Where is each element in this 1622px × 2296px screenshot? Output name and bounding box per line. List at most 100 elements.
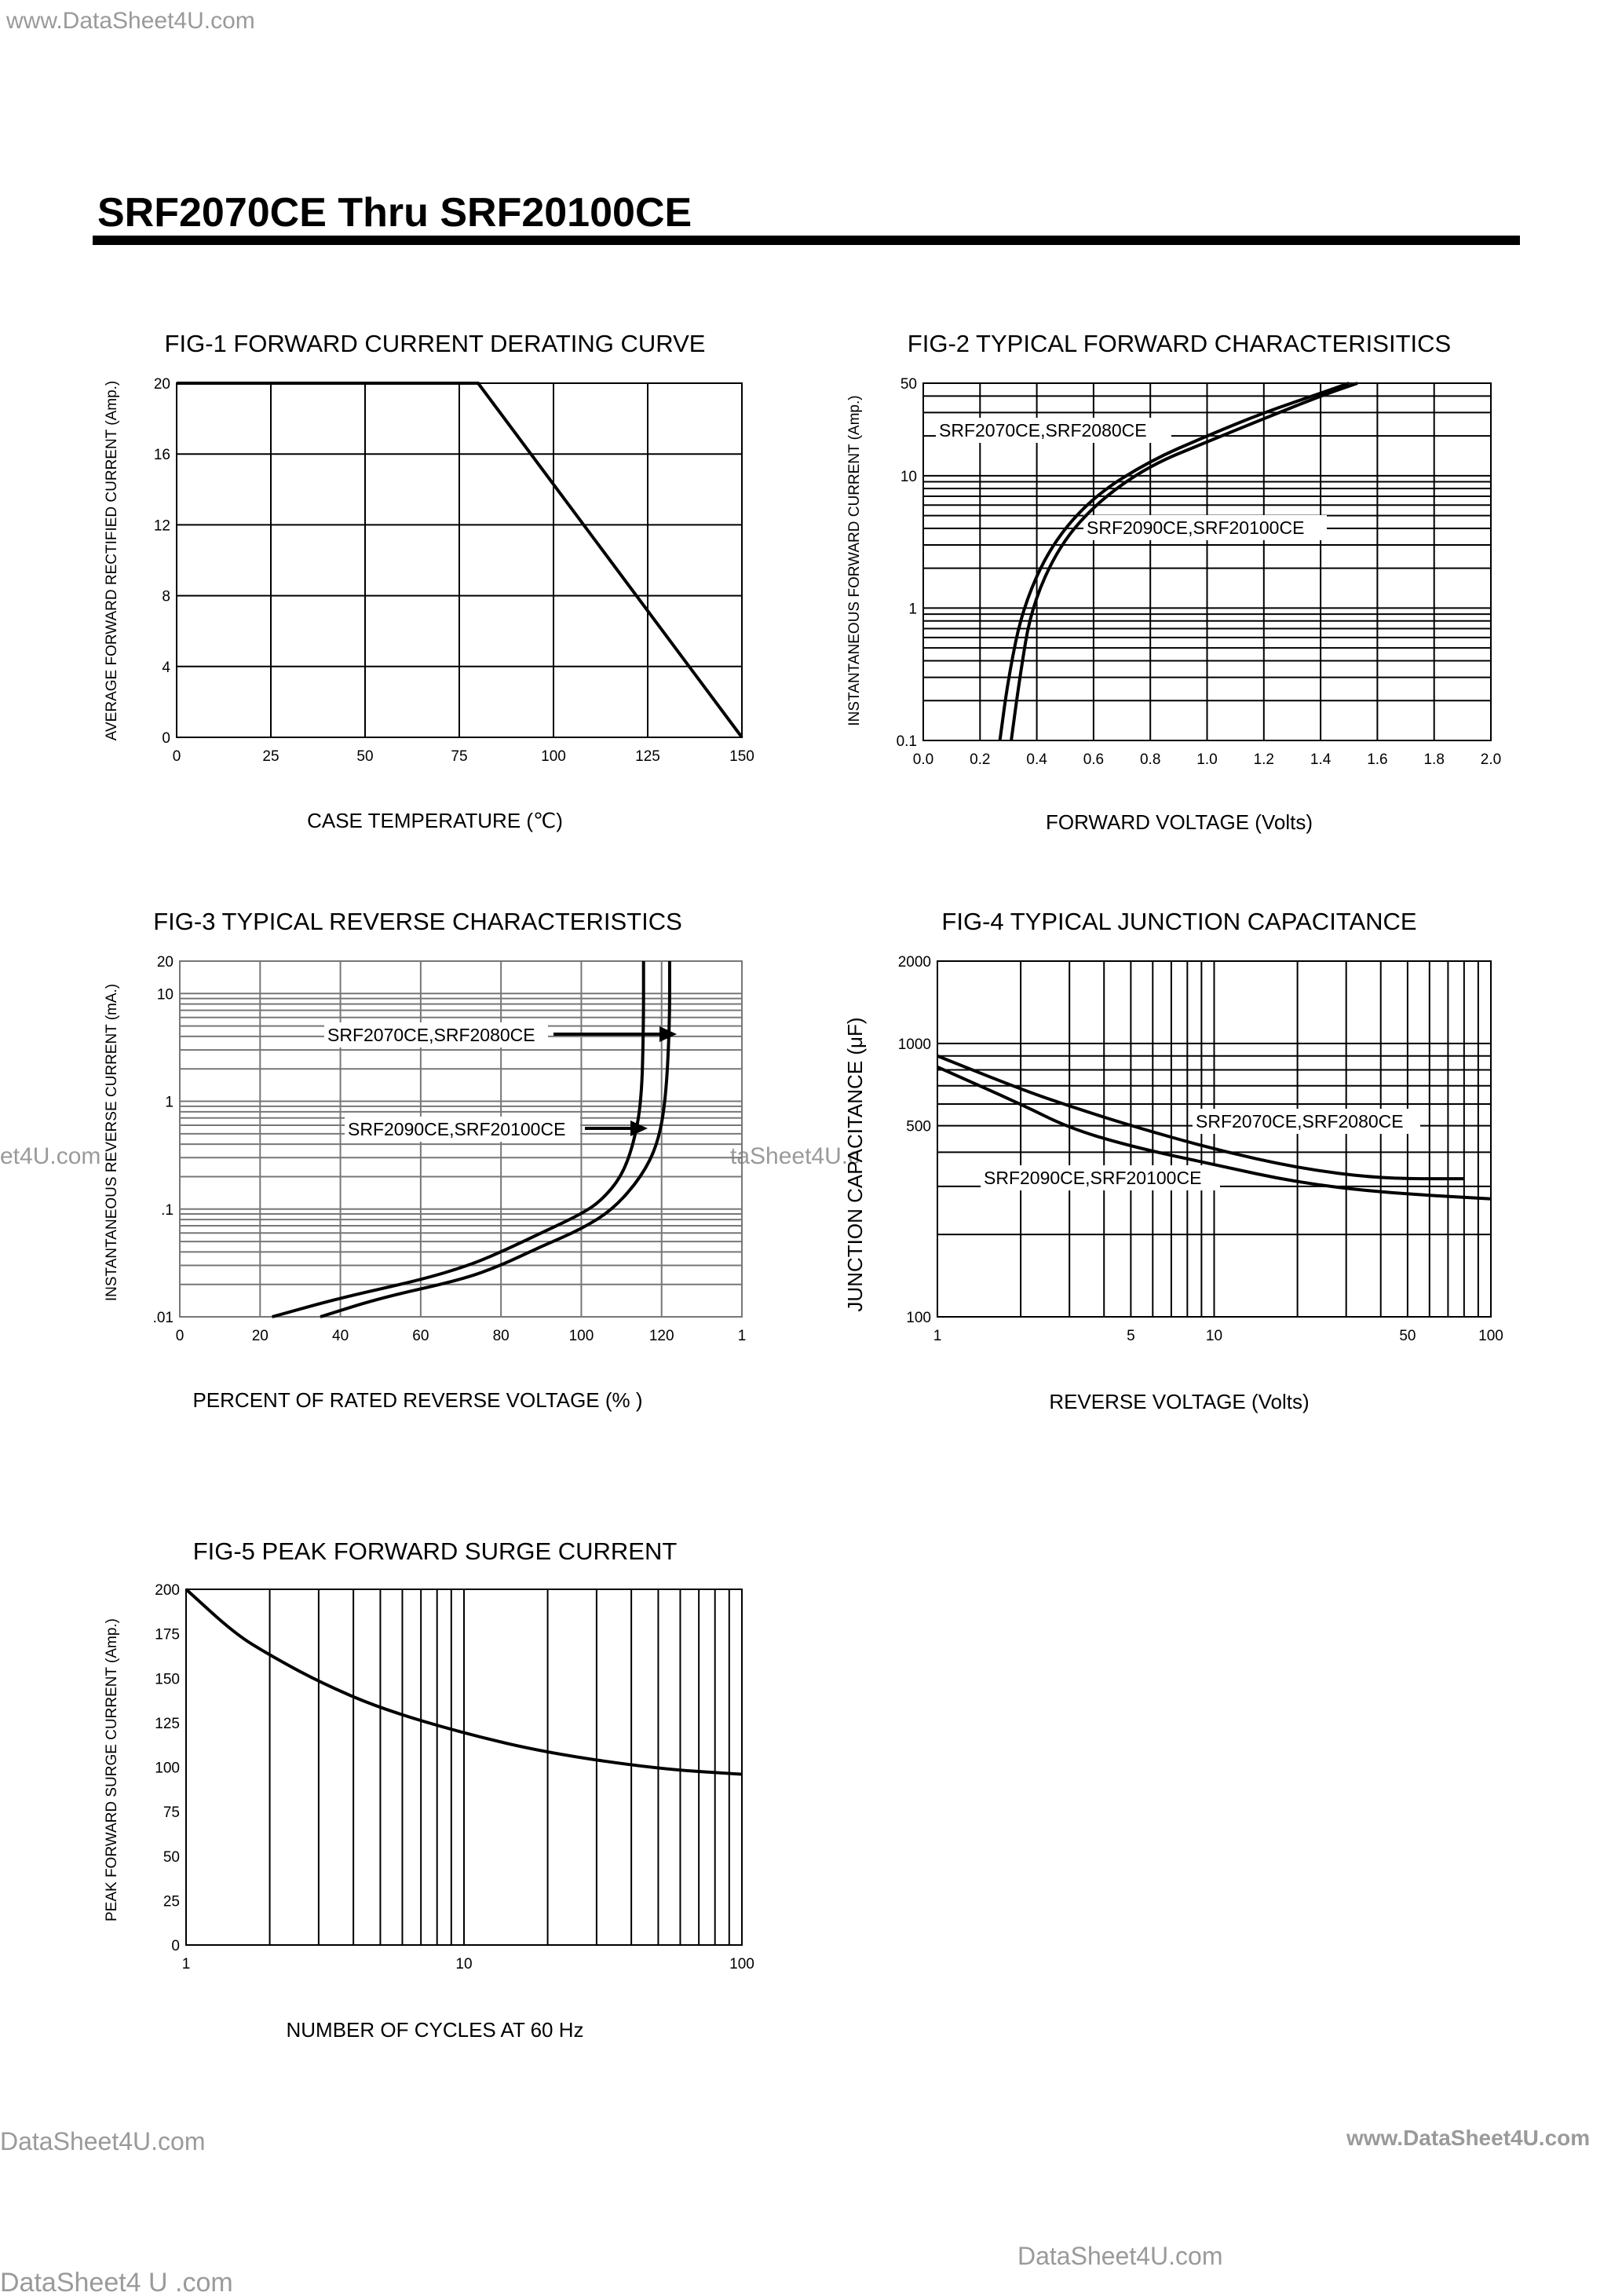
x-tick-label: 150 <box>729 748 754 765</box>
y-tick-label: 4 <box>162 660 170 676</box>
series-label-bg <box>1083 515 1327 540</box>
x-tick-label: 50 <box>356 748 373 765</box>
x-tick-label: 1.2 <box>1254 751 1274 768</box>
plot-frame <box>937 960 1492 1318</box>
y-tick-label: 100 <box>155 1760 180 1777</box>
plot-frame <box>185 1589 743 1946</box>
x-axis-label: CASE TEMPERATURE (℃) <box>307 809 563 832</box>
y-tick-label: 125 <box>155 1716 180 1732</box>
x-axis-label: NUMBER OF CYCLES AT 60 Hz <box>286 2018 583 2042</box>
watermark-footer-right: www.DataSheet4U.com <box>1346 2126 1590 2150</box>
x-tick-label: 10 <box>1206 1328 1222 1344</box>
series-line-1 <box>272 961 645 1318</box>
series-label: SRF2070CE,SRF2080CE <box>939 420 1147 441</box>
x-tick-label: 100 <box>541 748 566 765</box>
series-label: SRF2090CE,SRF20100CE <box>348 1119 565 1139</box>
watermark-mid-left: et4U.com <box>0 1143 100 1169</box>
y-tick-label: 16 <box>154 447 170 463</box>
x-tick-label: 10 <box>455 1956 472 1972</box>
y-tick-label: 0 <box>162 730 170 747</box>
plot-frame <box>179 960 743 1318</box>
y-tick-label: 175 <box>155 1627 180 1643</box>
chart-fig-2: 0.0 0.2 0.4 0.6 0.8 1.0 1.2 1.4 1.6 1.8 2.0 0.1 1 10 5… <box>846 330 1501 834</box>
y-tick-label: 0.1 <box>897 733 917 750</box>
series-line-1 <box>998 382 1350 741</box>
chart-title: FIG-5 PEAK FORWARD SURGE CURRENT <box>193 1537 678 1565</box>
chart-title: FIG-3 TYPICAL REVERSE CHARACTERISTICS <box>153 908 682 935</box>
x-tick-label: 80 <box>493 1328 510 1344</box>
y-tick-label: 100 <box>906 1310 931 1326</box>
y-tick-label: 1 <box>908 601 917 617</box>
x-axis-label: FORWARD VOLTAGE (Volts) <box>1046 810 1313 834</box>
y-tick-label: 50 <box>901 376 917 393</box>
y-axis-label: PEAK FORWARD SURGE CURRENT (Amp.) <box>104 1618 120 1921</box>
x-tick-label: 100 <box>569 1328 594 1344</box>
y-tick-label: 200 <box>155 1582 180 1599</box>
y-tick-label: 1000 <box>898 1036 931 1053</box>
y-tick-label: 12 <box>154 517 170 534</box>
x-tick-label: 60 <box>412 1328 429 1344</box>
y-tick-label: .01 <box>153 1310 174 1326</box>
x-tick-label: 1 <box>182 1956 191 1972</box>
x-tick-label: 0.2 <box>970 751 990 768</box>
chart-title: FIG-4 TYPICAL JUNCTION CAPACITANCE <box>941 908 1416 935</box>
watermark-bottom-center: DataSheet4U.com <box>1017 2242 1222 2270</box>
series-label: SRF2090CE,SRF20100CE <box>1087 517 1304 538</box>
y-axis-label: INSTANTANEOUS REVERSE CURRENT (mA.) <box>104 984 120 1301</box>
watermark-bottom-left: DataSheet4 U .com <box>0 2268 233 2296</box>
chart-fig-3: 0 20 40 60 80 100 120 1 .01 .1 1 10 20 SRF2070CE,SRF2… <box>104 908 746 1412</box>
arrow-head-icon <box>630 1121 648 1136</box>
series-line-1 <box>177 382 743 739</box>
series-label-bg <box>345 1117 580 1142</box>
y-tick-label: .1 <box>161 1202 174 1219</box>
y-axis-label: INSTANTANEOUS FORWARD CURRENT (Amp.) <box>846 395 863 726</box>
series-line-2 <box>1010 382 1358 741</box>
plot-frame <box>922 382 1492 741</box>
series-label-bg <box>324 1022 548 1047</box>
y-tick-label: 20 <box>154 376 170 393</box>
chart-fig-4: 1 5 10 50 100 100 500 1000 2000 SRF2070CE,SRF2080… <box>843 908 1503 1413</box>
y-tick-label: 500 <box>906 1119 931 1135</box>
series-line-1 <box>184 1588 743 1776</box>
x-tick-label: 1.6 <box>1367 751 1387 768</box>
series-label-bg <box>981 1165 1220 1190</box>
x-tick-label: 40 <box>332 1328 349 1344</box>
x-tick-label: 100 <box>1478 1328 1503 1344</box>
x-tick-label: 1 <box>738 1328 747 1344</box>
chart-title: FIG-2 TYPICAL FORWARD CHARACTERISITICS <box>908 330 1451 357</box>
y-tick-label: 25 <box>163 1893 180 1910</box>
y-tick-label: 150 <box>155 1671 180 1687</box>
y-axis-label: JUNCTION CAPACITANCE (μF) <box>843 1017 867 1311</box>
y-tick-label: 20 <box>157 954 174 971</box>
x-tick-label: 1 <box>933 1328 942 1344</box>
y-tick-label: 1 <box>165 1095 174 1111</box>
x-tick-label: 0 <box>176 1328 184 1344</box>
x-tick-label: 0.6 <box>1083 751 1104 768</box>
y-tick-label: 50 <box>163 1849 180 1866</box>
x-tick-label: 20 <box>252 1328 269 1344</box>
series-line-2 <box>937 1065 1492 1201</box>
y-tick-label: 75 <box>163 1804 180 1821</box>
title-rule <box>93 236 1520 245</box>
page-title: SRF2070CE Thru SRF20100CE <box>97 190 692 236</box>
y-tick-label: 8 <box>162 589 170 605</box>
chart-title: FIG-1 FORWARD CURRENT DERATING CURVE <box>165 330 706 357</box>
x-tick-label: 0.4 <box>1026 751 1047 768</box>
y-axis-label: AVERAGE FORWARD RECTIFIED CURRENT (Amp.) <box>104 381 120 741</box>
series-label: SRF2070CE,SRF2080CE <box>1196 1111 1404 1132</box>
x-tick-label: 100 <box>729 1956 754 1972</box>
x-tick-label: 0.0 <box>913 751 933 768</box>
series-line-2 <box>320 961 671 1318</box>
x-axis-label: REVERSE VOLTAGE (Volts) <box>1049 1390 1309 1413</box>
series-label-bg <box>936 418 1171 443</box>
x-tick-label: 0.8 <box>1140 751 1160 768</box>
x-tick-label: 120 <box>649 1328 674 1344</box>
x-axis-label: PERCENT OF RATED REVERSE VOLTAGE (% ) <box>192 1388 642 1412</box>
x-tick-label: 1.8 <box>1423 751 1444 768</box>
watermark-footer-left: DataSheet4U.com <box>0 2127 205 2155</box>
watermark-mid-center: taSheet4U.c <box>730 1143 860 1169</box>
x-tick-label: 1.0 <box>1196 751 1217 768</box>
y-tick-label: 2000 <box>898 954 931 971</box>
y-tick-label: 0 <box>171 1938 180 1954</box>
